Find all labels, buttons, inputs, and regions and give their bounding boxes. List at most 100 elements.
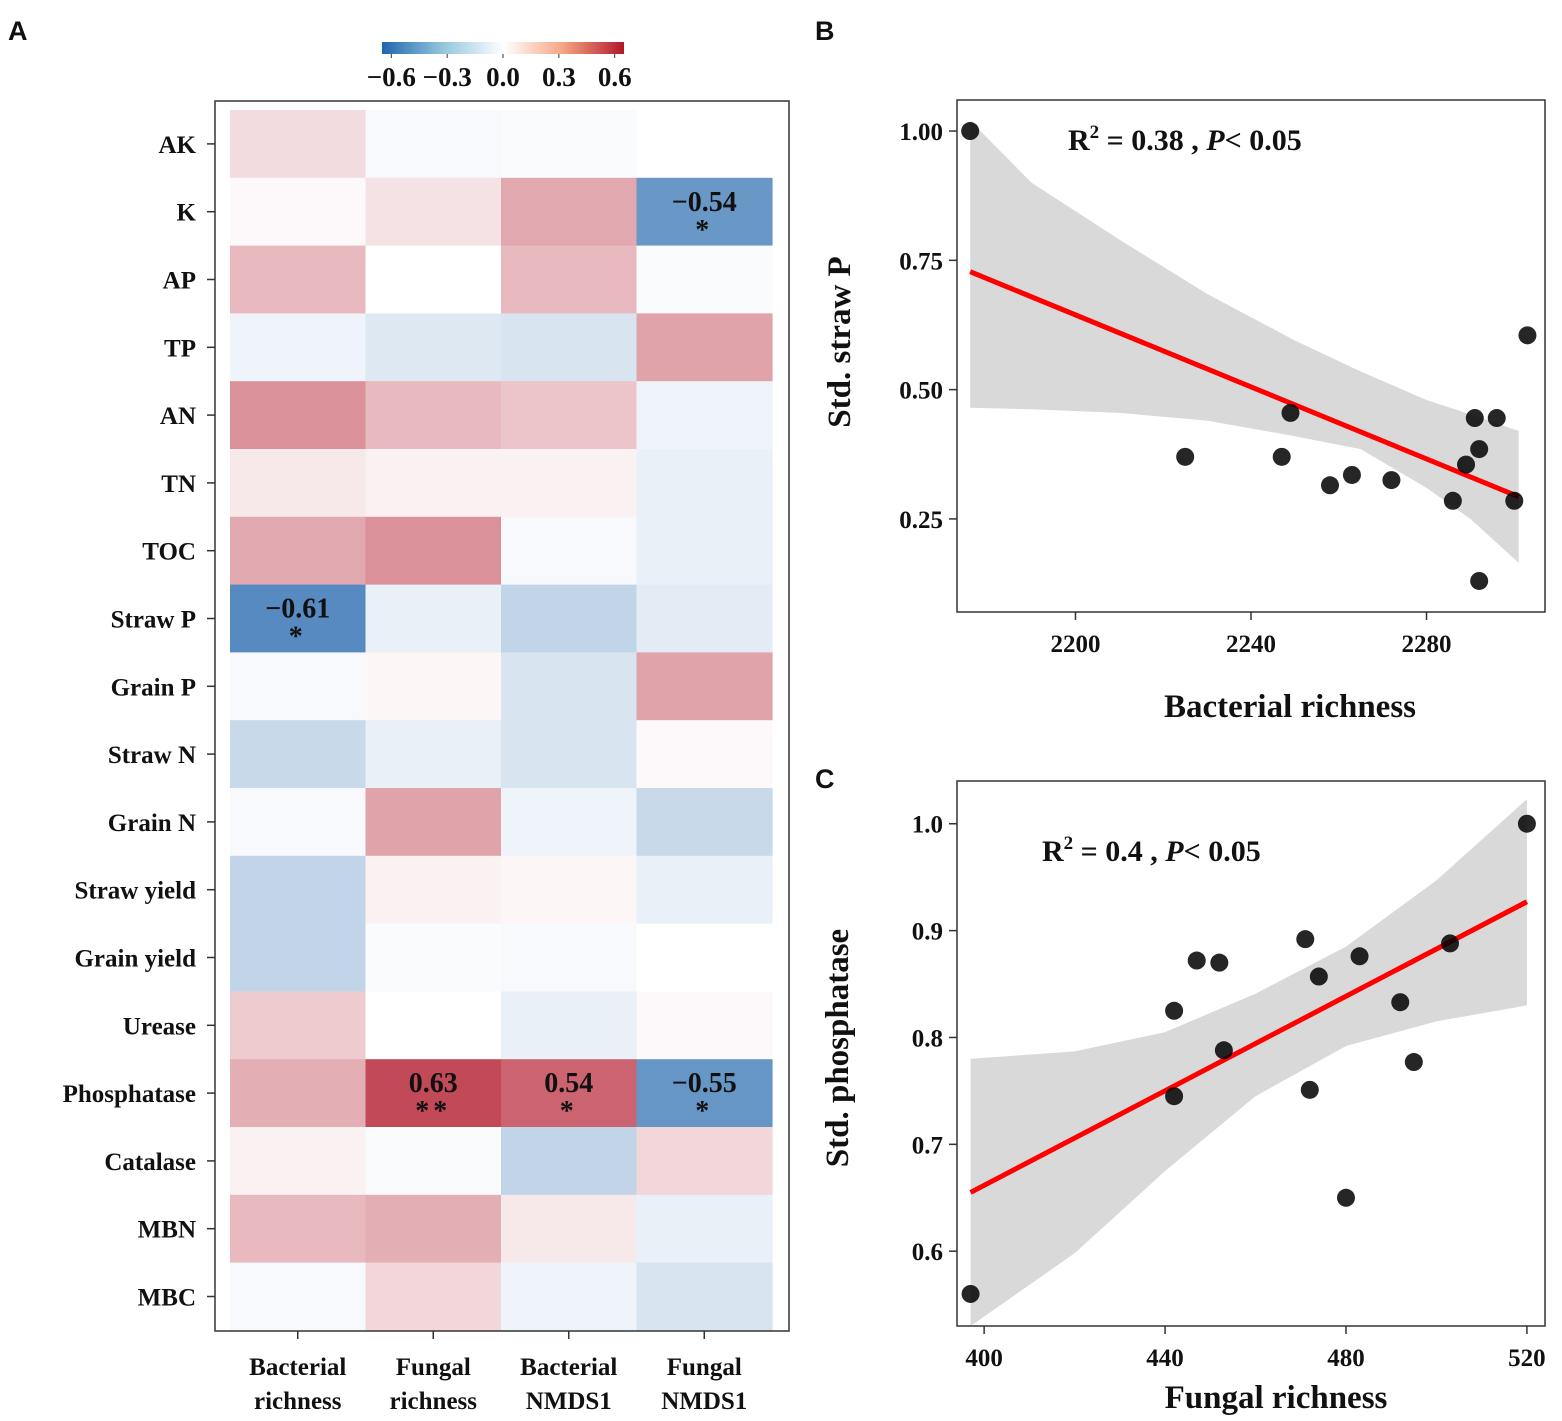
heatmap-cell bbox=[230, 991, 367, 1060]
heatmap-cell bbox=[365, 177, 502, 247]
heatmap-cell bbox=[230, 1194, 367, 1264]
heatmap-cell bbox=[636, 1127, 773, 1196]
row-label: Urease bbox=[123, 1013, 196, 1040]
column-label: NMDS1 bbox=[661, 1388, 747, 1415]
data-point bbox=[1165, 1087, 1184, 1106]
row-label: Straw N bbox=[108, 742, 196, 769]
r2-annotation: R2 = 0.4 , P< 0.05 bbox=[1042, 833, 1261, 868]
data-point bbox=[1465, 409, 1484, 428]
data-point bbox=[1187, 951, 1206, 970]
column-label: Bacterial bbox=[520, 1354, 617, 1381]
heatmap-cell bbox=[365, 720, 502, 789]
heatmap-cell bbox=[636, 652, 773, 721]
heatmap-cell bbox=[230, 923, 367, 992]
cell-value-label: −0.61 bbox=[265, 594, 330, 625]
heatmap-cell bbox=[636, 177, 773, 247]
heatmap-cell bbox=[230, 449, 367, 518]
y-tick-label: 1.0 bbox=[912, 812, 943, 839]
column-label: richness bbox=[254, 1388, 342, 1415]
y-tick-label: 0.25 bbox=[899, 507, 943, 534]
heatmap-cell bbox=[636, 584, 773, 653]
data-point bbox=[1272, 447, 1291, 466]
column-label: Bacterial bbox=[249, 1354, 346, 1381]
heatmap-cell bbox=[636, 313, 773, 382]
heatmap-cell bbox=[636, 788, 773, 857]
heatmap-cell bbox=[365, 313, 502, 382]
row-label: K bbox=[177, 200, 197, 227]
column-label: richness bbox=[390, 1388, 478, 1415]
row-label: Straw yield bbox=[74, 878, 196, 905]
heatmap-cell bbox=[501, 313, 638, 382]
cell-value-label: −0.54 bbox=[672, 187, 737, 218]
legend-tick-label: 0.0 bbox=[486, 62, 520, 92]
row-label: Grain yield bbox=[74, 946, 196, 973]
confidence-band bbox=[970, 120, 1519, 563]
row-label: Grain N bbox=[108, 810, 196, 837]
heatmap-cell bbox=[230, 652, 367, 721]
data-point bbox=[1320, 476, 1339, 495]
heatmap-cell bbox=[230, 381, 367, 450]
significance-marker: * bbox=[289, 622, 307, 653]
heatmap-cell bbox=[365, 1127, 502, 1196]
y-tick-label: 1.00 bbox=[899, 119, 943, 146]
colorbar-legend: −0.6 −0.3 0.0 0.3 0.6 bbox=[367, 42, 632, 92]
regression-line bbox=[969, 899, 1529, 1195]
column-label: Fungal bbox=[667, 1354, 742, 1381]
data-point bbox=[1518, 326, 1537, 345]
confidence-band bbox=[970, 799, 1527, 1326]
data-point bbox=[1443, 491, 1462, 510]
heatmap-cell bbox=[230, 313, 367, 382]
heatmap-cell bbox=[365, 1194, 502, 1264]
cell-value-label: 0.63 bbox=[409, 1068, 458, 1099]
cell-value-label: −0.55 bbox=[672, 1068, 737, 1099]
heatmap-cell bbox=[365, 1262, 502, 1331]
row-label: Straw P bbox=[111, 607, 196, 634]
heatmap-cell bbox=[636, 245, 773, 314]
y-tick-label: 0.50 bbox=[899, 378, 943, 405]
data-point bbox=[1336, 1188, 1355, 1207]
heatmap-cell bbox=[230, 1059, 367, 1128]
heatmap-cell bbox=[501, 381, 638, 450]
heatmap-cell bbox=[230, 177, 367, 247]
heatmap-cell bbox=[230, 245, 367, 314]
row-label: TN bbox=[161, 471, 196, 498]
x-tick-label: 2200 bbox=[1050, 631, 1100, 658]
significance-marker: * bbox=[560, 1096, 578, 1127]
panel-label-a: A bbox=[8, 16, 28, 46]
heatmap-cell bbox=[501, 991, 638, 1060]
heatmap-cell bbox=[501, 923, 638, 992]
heatmap-cell bbox=[365, 110, 502, 179]
row-label: AN bbox=[160, 403, 196, 430]
significance-marker: ** bbox=[415, 1096, 451, 1127]
heatmap-cell bbox=[636, 449, 773, 518]
heatmap-cell bbox=[636, 1194, 773, 1264]
column-label: Fungal bbox=[396, 1354, 471, 1381]
data-point bbox=[1214, 1041, 1233, 1060]
regression-line bbox=[969, 269, 1520, 499]
heatmap-cell bbox=[636, 1059, 773, 1128]
data-point bbox=[1382, 471, 1401, 490]
heatmap-cell bbox=[365, 788, 502, 857]
data-point bbox=[1165, 1001, 1184, 1020]
row-label: AK bbox=[159, 132, 197, 159]
heatmap-cell bbox=[365, 449, 502, 518]
data-point bbox=[1309, 967, 1328, 986]
scatter-panel-b: 2200 2240 2280 0.25 0.50 0.75 1.00 R2 = 0.38 … bbox=[822, 99, 1546, 725]
heatmap-cell bbox=[230, 855, 367, 925]
heatmap-cell bbox=[636, 923, 773, 992]
legend-tick-label: 0.3 bbox=[542, 62, 576, 92]
heatmap-cell bbox=[636, 855, 773, 925]
y-tick-label: 0.7 bbox=[912, 1132, 943, 1159]
data-point bbox=[1457, 455, 1476, 474]
data-point bbox=[1470, 571, 1489, 590]
heatmap-cell bbox=[365, 991, 502, 1060]
scatter-panel-c: 400 440 480 520 0.6 0.7 0.8 0.9 1.0 R2 = 0.4 , … bbox=[820, 780, 1546, 1416]
heatmap-cell bbox=[501, 1194, 638, 1264]
r2-annotation: R2 = 0.38 , P< 0.05 bbox=[1068, 122, 1302, 157]
data-point bbox=[1350, 947, 1369, 966]
data-point bbox=[1210, 953, 1229, 972]
heatmap-cell bbox=[636, 381, 773, 450]
heatmap-cell bbox=[501, 516, 638, 586]
panel-label-c: C bbox=[815, 764, 835, 794]
